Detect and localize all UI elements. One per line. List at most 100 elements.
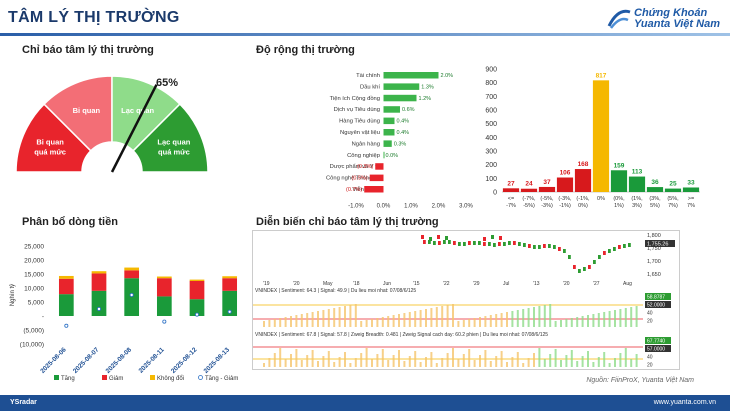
panel2-bar — [603, 352, 606, 367]
sector-bar — [383, 129, 395, 136]
breadth-category-label: (-5%, — [540, 196, 554, 202]
sector-label: Dịch vụ Tiêu dùng — [334, 107, 380, 113]
panel1-bar — [333, 308, 336, 327]
panel2-bar — [338, 357, 341, 367]
panel2-bar — [635, 354, 638, 367]
panel1-bar — [570, 318, 573, 327]
page-title: TÂM LÝ THỊ TRƯỜNG — [8, 9, 180, 26]
panel1-bar — [441, 306, 444, 327]
gauge-needle — [110, 84, 158, 173]
panel1-bar — [306, 313, 309, 327]
time-axis-label: '27 — [593, 281, 600, 287]
panel1-bar — [608, 311, 611, 327]
breadth-category-label: 0% — [597, 196, 605, 202]
time-axis-label: May — [323, 281, 333, 287]
time-axis-label: '20 — [293, 281, 300, 287]
flow-bar-segment — [222, 278, 238, 291]
panel1-bar — [462, 320, 465, 327]
panel2-bar — [425, 357, 427, 367]
panel1-bar — [549, 304, 552, 327]
panel1-bar — [268, 320, 271, 327]
time-axis-label: Aug — [623, 281, 632, 287]
panel1-bar — [311, 312, 314, 327]
panel2-bar — [371, 359, 373, 367]
flow-bar-segment — [58, 294, 74, 316]
panel1-bar — [614, 310, 616, 327]
price-candle — [588, 265, 591, 269]
flow-legend-label: Giảm — [109, 376, 123, 382]
footer-bar: YSradar www.yuanta.com.vn — [0, 395, 730, 411]
panel1-bar — [338, 307, 341, 327]
price-candle — [453, 241, 456, 245]
breadth-y-tick: 800 — [485, 80, 497, 87]
panel2-bar — [581, 356, 584, 367]
flow-category-label: 2025-08-12 — [170, 346, 199, 375]
section-flow-title: Phân bổ dòng tiền — [22, 216, 118, 228]
panel1-bar — [263, 321, 265, 327]
breadth-category-label: 7% — [687, 203, 695, 209]
flow-bar-segment — [156, 276, 172, 279]
sector-label: Tiện ích Cộng đồng — [330, 96, 380, 102]
panel2-bar — [344, 352, 346, 367]
panel1-bar — [387, 316, 390, 327]
panel1-bar — [565, 319, 568, 327]
panel2-bar — [268, 358, 271, 367]
flow-bar-segment — [58, 278, 74, 295]
price-candle — [508, 241, 511, 245]
flow-bar-segment — [124, 267, 140, 271]
panel1-bar — [473, 318, 476, 327]
panel1-bar — [408, 312, 411, 327]
flow-bar-segment — [124, 270, 140, 279]
footer-website[interactable]: www.yuanta.com.vn — [653, 399, 716, 406]
price-candle — [493, 243, 496, 247]
flow-legend-label: Không đổi — [157, 375, 184, 382]
panel2-bar — [387, 360, 390, 367]
price-candle — [533, 245, 536, 249]
flow-legend-label: Tăng — [61, 376, 75, 382]
sector-label: Dược phẩm và Y tế — [330, 163, 381, 170]
panel2-bar — [554, 349, 557, 367]
price-candle — [429, 237, 432, 241]
price-candle — [421, 235, 424, 239]
sector-bar — [383, 106, 400, 113]
price-candle — [499, 236, 502, 240]
sector-bar — [383, 151, 385, 159]
panel2-bar — [619, 353, 622, 367]
source-note: Nguồn: FiinProX, Yuanta Việt Nam — [586, 377, 694, 384]
flow-bar-segment — [189, 281, 205, 300]
panel2-bar — [500, 351, 503, 367]
sector-x-tick: 1.0% — [404, 203, 418, 209]
breadth-category-label: (3%, — [649, 196, 661, 202]
last-price-box — [645, 240, 675, 247]
time-axis-label: '13 — [533, 281, 540, 287]
panel2-bar — [295, 349, 298, 367]
panel1-value: 20 — [647, 319, 653, 325]
sector-value-label: 0.4% — [397, 119, 410, 125]
panel1-bar — [398, 314, 400, 327]
panel2-bar — [538, 348, 541, 367]
panel1-bar — [495, 314, 498, 327]
breadth-y-tick: 0 — [493, 190, 497, 197]
breadth-y-tick: 700 — [485, 94, 497, 101]
sector-label: Công nghệ Thông tin — [326, 176, 380, 182]
price-candle — [583, 267, 586, 271]
price-candle — [458, 242, 461, 246]
gauge-segment — [132, 103, 209, 173]
gauge-segment-label: Lạc quan — [121, 106, 154, 115]
header-divider — [0, 33, 730, 36]
flow-bar-segment — [156, 278, 172, 297]
price-candle — [463, 242, 466, 246]
panel2-bar — [462, 354, 465, 367]
panel2-value: 40 — [647, 355, 653, 361]
sector-bar — [383, 117, 395, 125]
flow-net-point — [97, 307, 102, 312]
panel2-bar — [473, 360, 476, 367]
sector-value-label: 1.3% — [421, 84, 434, 90]
price-candle — [478, 241, 481, 245]
panel1-caption: VNINDEX | Sentiment: 64.3 | Signal: 49.9… — [255, 288, 416, 294]
panel2-bar — [452, 348, 454, 367]
flow-net-point — [162, 319, 167, 324]
time-axis-label: '15 — [413, 281, 420, 287]
panel1-bar — [365, 320, 368, 327]
panel2-bar — [263, 363, 265, 367]
